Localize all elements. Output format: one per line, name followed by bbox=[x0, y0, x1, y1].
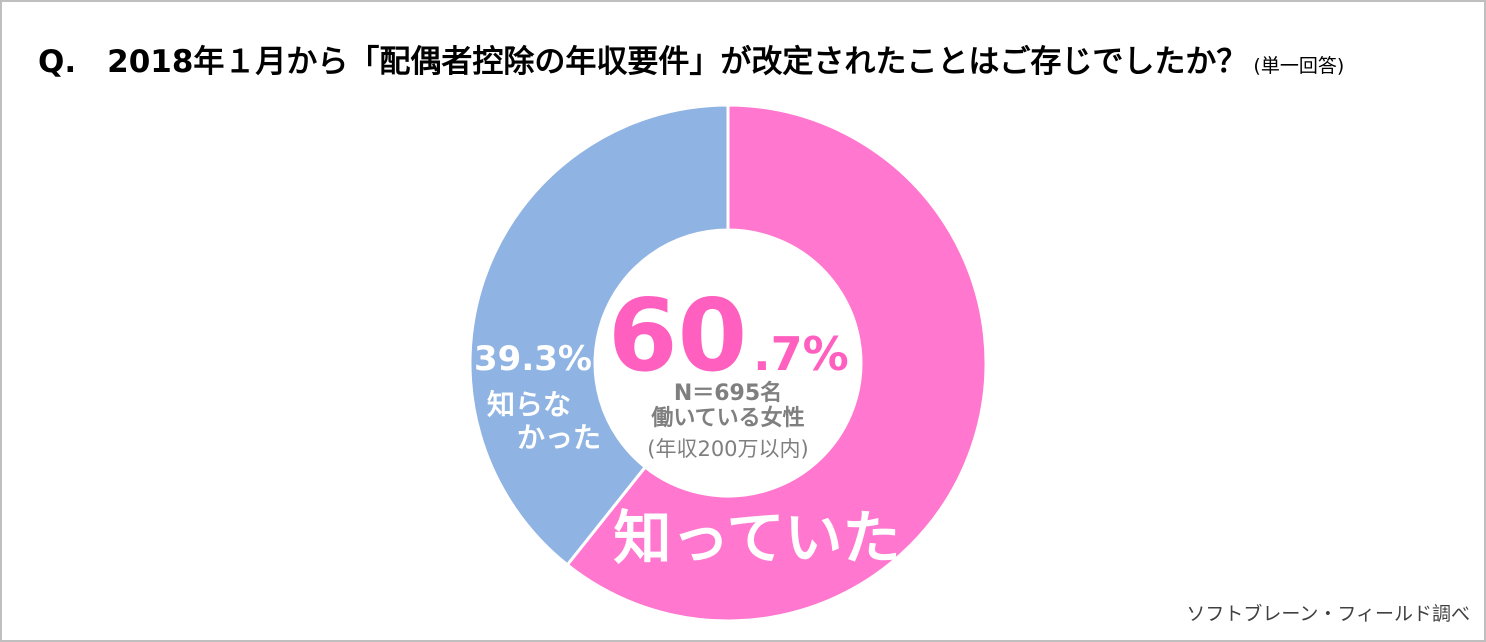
donut-slice bbox=[565, 103, 988, 623]
category-label: 知らなかった bbox=[487, 388, 601, 454]
value-label: 60.7% bbox=[608, 277, 849, 394]
center-text: (年収200万以内) bbox=[647, 437, 808, 461]
title-note: (単一回答) bbox=[1253, 55, 1344, 77]
center-text: 働いている女性 bbox=[650, 405, 804, 431]
source: ソフトブレーン・フィールド調べ bbox=[1186, 602, 1470, 625]
value-label: 39.3% bbox=[474, 339, 592, 379]
center-text: N＝695名 bbox=[674, 380, 782, 406]
category-label: 知っていた bbox=[613, 504, 900, 572]
donut-slice bbox=[468, 103, 730, 567]
chart-title: Q. 2018年１月から「配偶者控除の年収要件」が改定されたことはご存じでしたか… bbox=[38, 44, 1344, 80]
slices bbox=[468, 103, 988, 623]
title-main: Q. 2018年１月から「配偶者控除の年収要件」が改定されたことはご存じでしたか… bbox=[38, 44, 1247, 80]
